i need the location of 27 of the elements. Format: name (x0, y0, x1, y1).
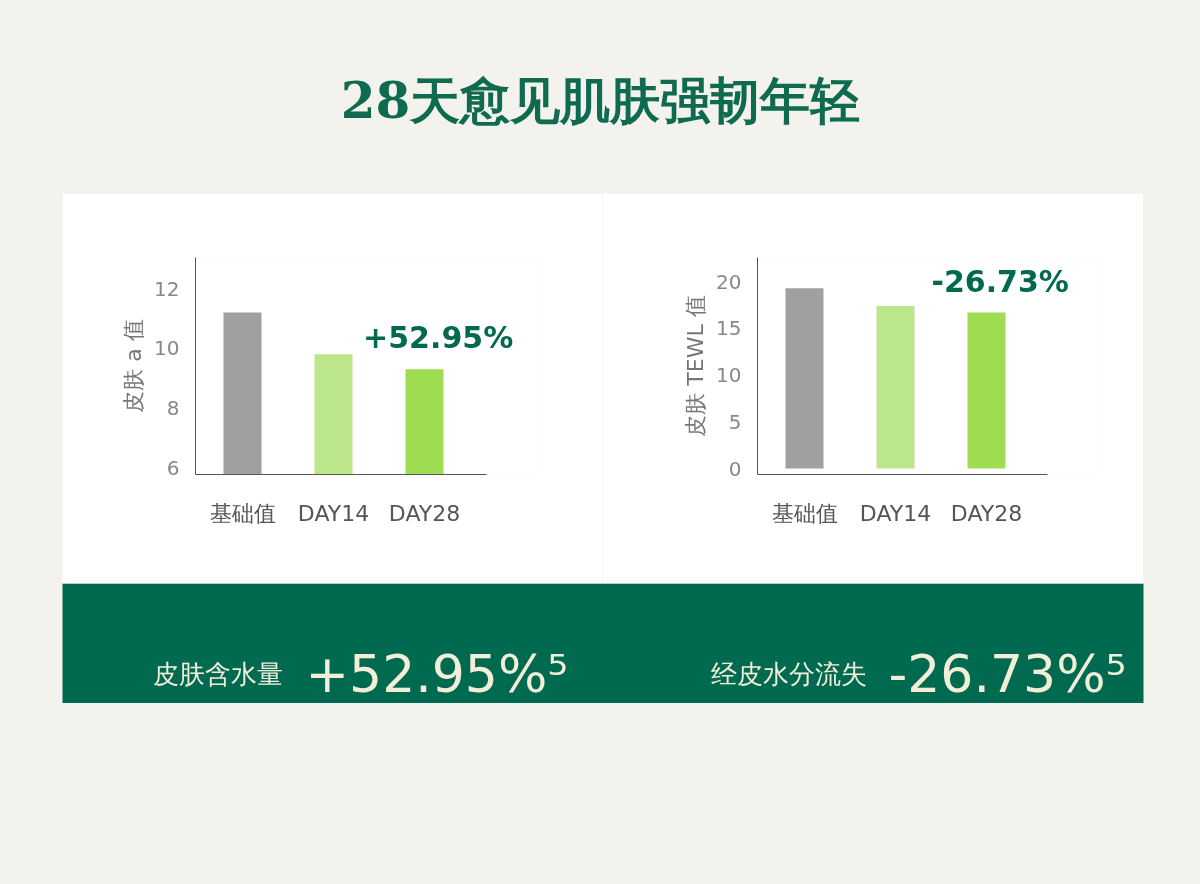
y-tick-label: 20 (716, 269, 742, 294)
text: +52.95%⁵ (305, 643, 569, 704)
y-tick-label: 5 (728, 409, 742, 434)
text: 28天愈见肌肤强韧年轻 (340, 71, 861, 130)
x-tick-label: DAY28 (388, 500, 461, 526)
y-axis-title: 皮肤 a 值 (121, 319, 147, 413)
x-tick-label: DAY14 (859, 500, 932, 526)
x-tick-label: 基础值 (209, 500, 276, 526)
y-tick-label: 6 (166, 455, 180, 480)
annotation: +52.95% (363, 320, 514, 356)
y-axis-title: 皮肤 TEWL 值 (683, 295, 709, 437)
text: 皮肤含水量 (152, 658, 283, 689)
y-tick-label: 0 (728, 456, 742, 481)
text: 经皮水分流失 (710, 658, 867, 689)
bar (876, 306, 915, 469)
y-tick-label: 15 (716, 316, 742, 341)
y-tick-label: 10 (154, 336, 180, 361)
x-tick-label: 基础值 (771, 500, 838, 526)
text: -26.73%⁵ (888, 643, 1127, 704)
y-tick-label: 12 (154, 276, 180, 301)
annotation: -26.73% (931, 263, 1069, 299)
x-tick-label: DAY14 (297, 500, 370, 526)
bar (785, 288, 824, 469)
bar (967, 312, 1006, 469)
y-tick-label: 10 (716, 363, 742, 388)
x-tick-label: DAY28 (950, 500, 1023, 526)
y-tick-label: 8 (166, 396, 180, 421)
